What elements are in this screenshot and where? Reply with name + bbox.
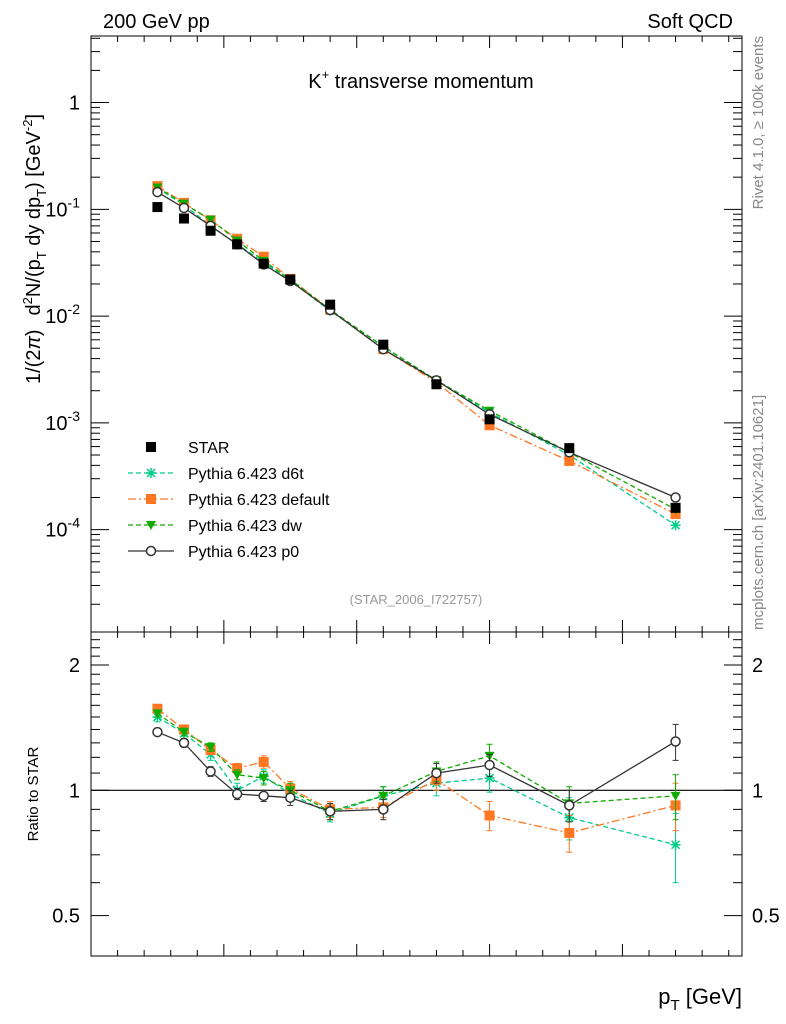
data-point-4 xyxy=(178,202,190,214)
ratio-y-tick-label: 2 xyxy=(69,655,80,677)
data-point-0 xyxy=(152,202,163,213)
axes-layer: 10-4 10-3 10-2 10-1 1 0.5 0.5 1 1 2 2 xyxy=(45,36,780,957)
analysis-id-label: (STAR_2006_I722757) xyxy=(350,592,483,607)
data-point-1 xyxy=(670,520,681,531)
data-point-2 xyxy=(564,455,575,466)
ratio-point-0 xyxy=(670,839,681,850)
ratio-y-tick-label: 1 xyxy=(69,780,80,802)
ratio-point-3 xyxy=(178,737,190,749)
data-point-4 xyxy=(670,492,681,503)
main-plot-area xyxy=(152,181,681,531)
y-tick-label: 10-1 xyxy=(45,194,80,221)
main-panel-frame xyxy=(90,35,743,633)
data-point-2 xyxy=(484,420,495,431)
ratio-point-3 xyxy=(231,788,243,800)
ratio-point-2 xyxy=(258,774,269,784)
ratio-point-1 xyxy=(232,763,243,774)
data-point-4 xyxy=(152,186,163,198)
ratio-series-line-3 xyxy=(157,731,676,813)
legend-marker-2 xyxy=(146,494,156,504)
ratio-point-3 xyxy=(378,804,389,815)
mcplots-label: mcplots.cern.ch [arXiv:2401.10621] xyxy=(750,395,767,630)
ratio-point-1 xyxy=(564,827,575,838)
ratio-y-tick-label-right: 2 xyxy=(752,655,763,677)
legend-label-4: Pythia 6.423 p0 xyxy=(188,544,299,561)
y-axis-label: 1/(2π)d2N/(pT dy dpT) [GeV-2] xyxy=(20,114,49,384)
y-tick-label: 10-3 xyxy=(45,408,80,435)
ratio-point-1 xyxy=(258,756,269,767)
ratio-point-2 xyxy=(152,709,163,719)
series-line-4 xyxy=(157,191,676,499)
legend-label-1: Pythia 6.423 d6t xyxy=(188,466,304,483)
ratio-point-1 xyxy=(152,703,163,714)
data-point-0 xyxy=(232,239,243,250)
data-point-0 xyxy=(564,443,575,454)
data-point-0 xyxy=(179,213,189,224)
legend-marker-0 xyxy=(146,442,156,452)
ratio-point-3 xyxy=(324,806,336,817)
ratio-point-1 xyxy=(484,810,495,821)
data-point-0 xyxy=(670,502,681,513)
ratio-series-line-2 xyxy=(157,712,676,813)
category-label: Soft QCD xyxy=(647,11,733,33)
data-point-0 xyxy=(484,414,495,425)
data-point-0 xyxy=(285,274,296,285)
ratio-y-tick-label-right: 1 xyxy=(752,780,763,802)
ratio-point-2 xyxy=(670,791,681,801)
ratio-point-3 xyxy=(152,726,163,738)
legend-marker-1 xyxy=(146,468,156,478)
ratio-y-tick-label: 0.5 xyxy=(52,906,80,928)
series-line-3 xyxy=(157,186,676,510)
ratio-point-3 xyxy=(431,767,442,779)
rivet-version-label: Rivet 4.1.0, ≥ 100k events xyxy=(750,36,767,209)
energy-label: 200 GeV pp xyxy=(103,11,210,33)
ratio-point-3 xyxy=(205,766,216,777)
ratio-point-2 xyxy=(232,770,243,780)
legend: STAR Pythia 6.423 d6t Pythia 6.423 default… xyxy=(128,440,330,561)
chart-title: K+ transverse momentum xyxy=(308,67,533,93)
ratio-point-2 xyxy=(205,743,216,753)
ratio-y-tick-label-right: 0.5 xyxy=(752,906,780,928)
x-axis-label: pT [GeV] xyxy=(658,984,742,1014)
data-point-3 xyxy=(205,215,216,225)
y-tick-label: 10-4 xyxy=(45,515,80,542)
ratio-point-2 xyxy=(179,728,189,738)
legend-label-2: Pythia 6.423 default xyxy=(188,492,330,509)
data-point-0 xyxy=(431,379,442,390)
data-point-0 xyxy=(378,339,389,350)
data-point-2 xyxy=(258,251,269,262)
ratio-point-2 xyxy=(378,791,389,801)
y-tick-label: 1 xyxy=(69,93,80,115)
ratio-point-3 xyxy=(564,800,575,811)
ratio-point-3 xyxy=(285,792,296,803)
ratio-plot-area xyxy=(91,703,742,884)
ratio-point-3 xyxy=(484,759,495,771)
legend-marker-3 xyxy=(146,521,156,530)
data-point-0 xyxy=(325,299,336,310)
legend-marker-4 xyxy=(145,545,157,557)
y-tick-label: 10-2 xyxy=(45,301,80,328)
ratio-point-3 xyxy=(258,790,269,802)
ratio-y-axis-label: Ratio to STAR xyxy=(25,746,42,841)
ratio-series-line-1 xyxy=(157,708,676,834)
data-point-0 xyxy=(205,225,216,236)
data-point-0 xyxy=(258,258,269,269)
ratio-panel-frame xyxy=(90,631,743,957)
ratio-point-3 xyxy=(670,736,681,747)
legend-label-3: Pythia 6.423 dw xyxy=(188,518,302,535)
legend-label-0: STAR xyxy=(188,440,229,457)
